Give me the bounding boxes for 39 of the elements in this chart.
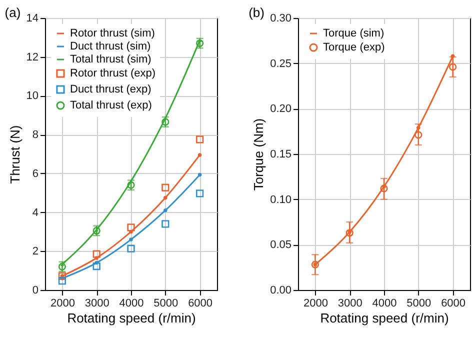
y-tick-label: 12 [26, 51, 38, 64]
legend-label: Rotor thrust (exp) [70, 68, 156, 80]
legend-label: Duct thrust (sim) [70, 40, 151, 52]
x-tick-label: 6000 [188, 298, 213, 310]
x-tick-label: 2000 [50, 298, 75, 310]
y-axis-title: Torque (Nm) [251, 118, 266, 191]
x-tick-label: 4000 [119, 298, 144, 310]
x-tick-label: 3000 [338, 298, 362, 310]
x-tick-label: 3000 [84, 298, 110, 310]
x-tick-label: 4000 [372, 298, 397, 310]
legend-label: Torque (exp) [323, 42, 385, 54]
x-axis-title: Rotating speed (r/min) [67, 310, 196, 326]
y-tick-label: 0 [32, 284, 38, 296]
y-tick-label: 0.10 [270, 194, 292, 206]
y-tick-label: 10 [26, 90, 38, 102]
x-tick-label: 5000 [154, 298, 178, 310]
y-tick-label: 2 [32, 246, 38, 258]
legend-label: Total thrust (sim) [70, 54, 152, 66]
y-tick-label: 14 [26, 12, 38, 24]
x-tick-label: 2000 [303, 298, 328, 310]
x-axis-title: Rotating speed (r/min) [320, 310, 449, 326]
x-tick-label: 6000 [441, 298, 466, 310]
y-tick-label: 0.15 [270, 148, 292, 160]
y-tick-label: 0.05 [270, 239, 292, 252]
legend-label: Rotor thrust (sim) [70, 28, 155, 40]
y-axis-title: Thrust (N) [7, 125, 22, 184]
legend-label: Duct thrust (exp) [70, 84, 152, 96]
y-tick-label: 0.20 [270, 103, 292, 116]
legend-label: Total thrust (exp) [70, 100, 152, 112]
text: (b) [248, 5, 264, 20]
text: (a) [4, 5, 21, 20]
y-tick-label: 6 [32, 168, 38, 180]
legend-label: Torque (sim) [323, 28, 384, 40]
y-tick-label: 4 [32, 206, 38, 219]
y-tick-label: 0.25 [270, 58, 292, 70]
y-tick-label: 0.30 [270, 12, 292, 24]
y-tick-label: 0.00 [270, 284, 292, 296]
x-tick-label: 5000 [406, 298, 432, 310]
y-tick-label: 8 [32, 129, 38, 142]
